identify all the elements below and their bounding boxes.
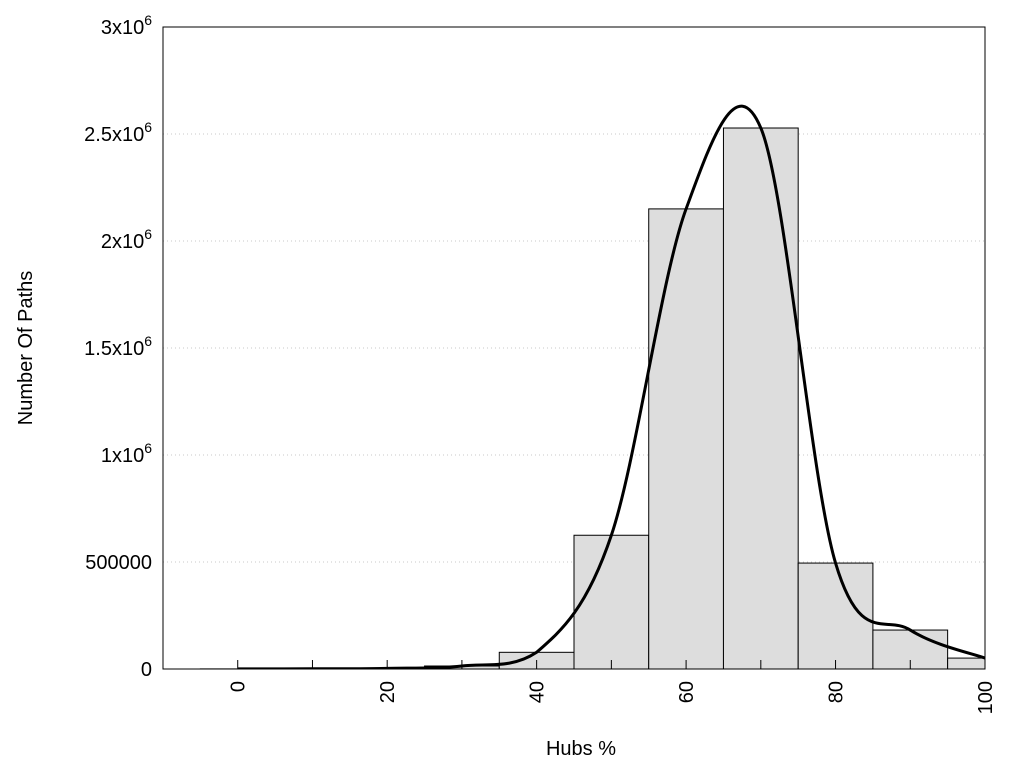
y-tick-label: 2x106 — [101, 226, 152, 253]
y-tick-label: 0 — [141, 659, 152, 681]
x-tick-label: 100 — [975, 681, 997, 714]
grid-lines — [163, 134, 985, 562]
y-ticks: 0 500000 1x106 1.5x106 2x106 2.5x106 3x106 — [84, 12, 152, 681]
x-tick-label: 40 — [527, 681, 549, 703]
y-tick-label: 3x106 — [101, 12, 152, 39]
y-tick-label: 500000 — [85, 552, 152, 574]
bars — [200, 128, 1022, 669]
y-axis-label: Number Of Paths — [15, 271, 37, 426]
y-tick-label: 2.5x106 — [84, 119, 152, 146]
histogram-bar — [723, 128, 798, 669]
histogram-bar — [649, 209, 724, 669]
y-tick-label: 1x106 — [101, 440, 152, 467]
x-axis-label: Hubs % — [546, 738, 616, 760]
x-tick-label: 0 — [228, 681, 250, 692]
x-tick-label: 20 — [377, 681, 399, 703]
histogram-bar — [574, 535, 649, 669]
x-tick-label: 80 — [826, 681, 848, 703]
y-tick-label: 1.5x106 — [84, 333, 152, 360]
x-tick-label: 60 — [676, 681, 698, 703]
